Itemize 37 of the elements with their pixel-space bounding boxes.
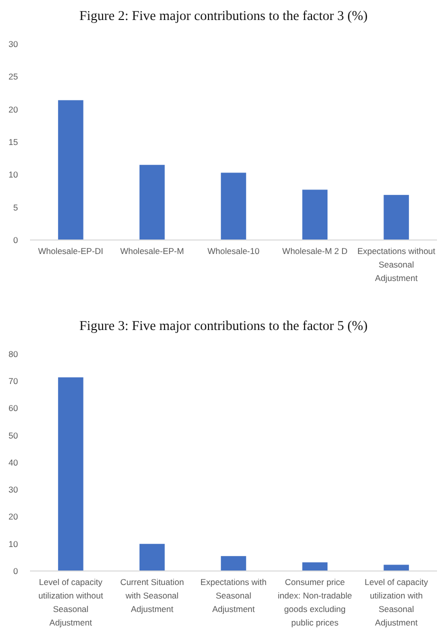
bar (139, 544, 165, 571)
bar (302, 562, 328, 571)
x-tick-label: Level of capacity utilization without Seasonal Adjustment (38, 577, 104, 628)
x-tick-label: Expectations with Seasonal Adjustment (200, 577, 267, 614)
y-tick-label: 60 (8, 403, 18, 414)
y-tick-label: 30 (8, 38, 18, 49)
y-tick-label: 0 (13, 566, 18, 576)
x-tick-label: Level of capacity utilization with Seasonal Adjustment (364, 577, 429, 628)
y-tick-label: 15 (8, 136, 18, 147)
x-tick-label: Wholesale-EP-M (120, 246, 184, 256)
x-tick-label: Wholesale-10 (208, 246, 260, 256)
x-tick-label: Current Situation with Seasonal Adjustment (120, 577, 184, 614)
bar (302, 190, 328, 240)
bar (58, 100, 84, 240)
x-tick-label: Wholesale-M 2 D (282, 246, 348, 256)
y-tick-label: 25 (8, 72, 18, 82)
bar (139, 164, 165, 240)
bar (220, 172, 246, 240)
y-tick-label: 80 (8, 348, 18, 359)
bar (220, 556, 246, 571)
y-tick-label: 50 (8, 430, 18, 440)
chart-title: Figure 2: Five major contributions to the factor 3 (%) (79, 8, 368, 23)
y-tick-label: 5 (13, 202, 18, 212)
y-tick-label: 0 (13, 234, 18, 245)
x-tick-label: Expectations without Seasonal Adjustment (357, 246, 436, 283)
y-tick-label: 20 (8, 512, 18, 522)
x-tick-label: Consumer price index: Non-tradable goods excluding public prices (278, 577, 352, 628)
y-tick-label: 20 (8, 104, 18, 114)
y-tick-label: 30 (8, 484, 18, 495)
x-tick-label: Wholesale-EP-DI (38, 246, 104, 256)
chart-title: Figure 3: Five major contributions to the factor 5 (%) (79, 318, 368, 333)
y-tick-label: 70 (8, 376, 18, 386)
bar (58, 377, 84, 571)
y-tick-label: 10 (8, 538, 18, 549)
y-tick-label: 10 (8, 170, 18, 180)
bar (384, 194, 409, 240)
y-tick-label: 40 (8, 457, 18, 468)
